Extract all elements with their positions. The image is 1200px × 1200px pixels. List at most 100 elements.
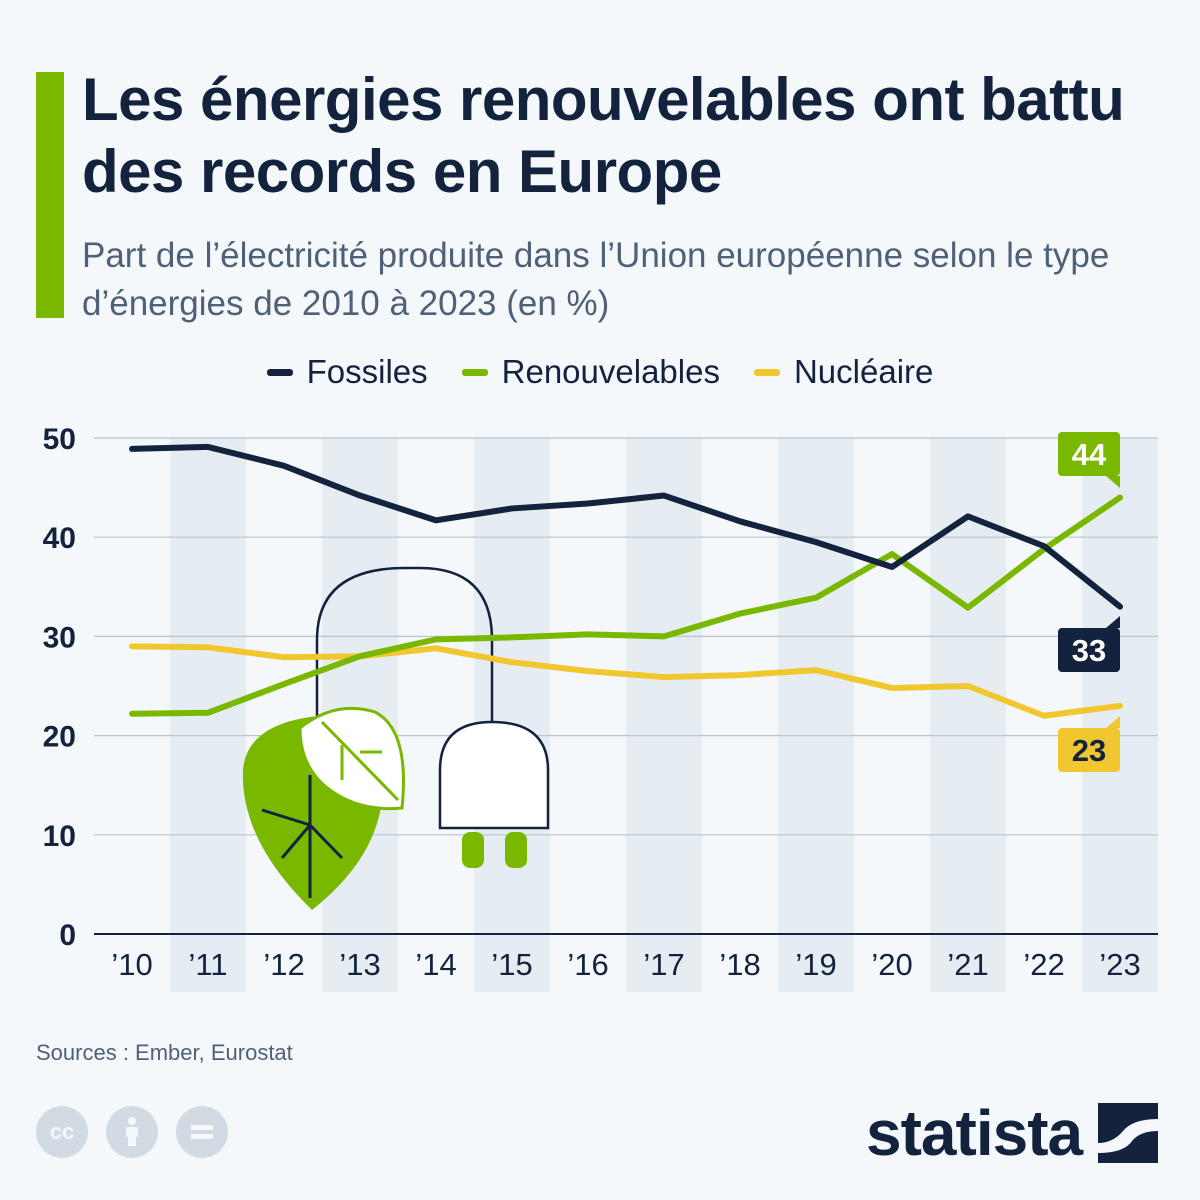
data-point: [663, 635, 665, 637]
legend: Fossiles Renouvelables Nucléaire: [0, 350, 1200, 394]
data-point: [283, 656, 285, 658]
series-line-1: [129, 494, 1123, 717]
data-point: [131, 448, 133, 450]
small-leaf-icon: [298, 706, 405, 811]
end-labels: 33 44 23: [1058, 432, 1120, 772]
leaf-veins-icon: [261, 775, 344, 898]
title-accent-bar: [36, 72, 64, 318]
x-tick-label: ’10: [111, 947, 152, 982]
chart-title: Les énergies renouvelables ont battu des…: [82, 66, 1125, 205]
source-note: Sources : Ember, Eurostat: [36, 1040, 293, 1065]
y-tick-label: 0: [59, 919, 76, 952]
data-point: [207, 712, 209, 714]
x-tick-label: ’16: [567, 947, 608, 982]
y-tick-label: 20: [43, 721, 76, 754]
y-tick-label: 40: [43, 522, 76, 555]
axis-labels: 0 10 20 30 40 50 ’10 ’11 ’12 ’13 ’14 ’15 ’16 ’17 ’18 ’1…: [43, 423, 1141, 982]
small-leaf-veins-icon: [320, 720, 400, 802]
data-point: [891, 687, 893, 689]
data-point: [511, 507, 513, 509]
legend-label-nucleaire: Nucléaire: [793, 353, 934, 390]
data-point: [207, 646, 209, 648]
data-point: [359, 495, 361, 497]
year-band: [930, 438, 1006, 992]
series-line-0: [129, 443, 1123, 610]
plug-icon: [438, 720, 550, 830]
year-band: [474, 438, 550, 992]
legend-item-fossiles: Fossiles: [266, 353, 428, 391]
legend-swatch-renouvelables: [461, 368, 488, 376]
data-point: [739, 613, 741, 615]
legend-label-fossiles: Fossiles: [306, 353, 428, 390]
statista-logo-icon: [1098, 1103, 1159, 1163]
end-label-pointer: [1106, 716, 1120, 728]
brand-name: statista: [866, 1097, 1083, 1169]
plug-prong-right-icon: [505, 832, 527, 868]
x-tick-label: ’13: [339, 947, 380, 982]
x-tick-label: ’17: [643, 947, 684, 982]
data-point: [359, 655, 361, 657]
data-point: [967, 607, 969, 609]
end-label-box: [1058, 728, 1120, 772]
data-point: [511, 661, 513, 663]
data-point: [663, 676, 665, 678]
end-label-pointer: [1106, 476, 1120, 488]
end-label-pointer: [1106, 616, 1120, 628]
y-tick-label: 10: [43, 820, 76, 853]
chart-subtitle: Part de l’électricité produite dans l’Un…: [82, 236, 1110, 323]
end-label-box: [1058, 432, 1120, 476]
data-point: [283, 465, 285, 467]
legend-swatch-nucleaire: [753, 368, 780, 376]
data-point: [815, 669, 817, 671]
x-tick-label: ’22: [1023, 947, 1064, 982]
plug-cable-icon: [315, 566, 494, 725]
data-point: [815, 597, 817, 599]
y-tick-label: 30: [43, 621, 76, 654]
data-point: [587, 670, 589, 672]
x-tick-label: ’11: [188, 947, 227, 982]
no-derivatives-icon[interactable]: [176, 1106, 228, 1158]
cc-icon[interactable]: cc: [36, 1106, 88, 1158]
data-point: [815, 541, 817, 543]
x-tick-label: ’14: [415, 947, 456, 982]
license-icons: cc: [36, 1106, 228, 1158]
data-point: [891, 553, 893, 555]
plug-prong-left-icon: [462, 832, 484, 868]
series-line-2: [129, 643, 1123, 719]
x-tick-label: ’18: [719, 947, 760, 982]
end-label-value: 33: [1072, 633, 1106, 668]
data-point: [587, 502, 589, 504]
data-point: [1043, 715, 1045, 717]
end-label-value: 44: [1072, 437, 1107, 472]
data-point: [587, 633, 589, 635]
x-tick-label: ’21: [947, 947, 988, 982]
data-point: [435, 519, 437, 521]
data-point: [1043, 545, 1045, 547]
x-tick-label: ’19: [795, 947, 836, 982]
year-band: [626, 438, 702, 992]
data-point: [1119, 606, 1121, 608]
year-band: [1082, 438, 1158, 992]
series-lines: [129, 443, 1123, 719]
data-point: [131, 713, 133, 715]
end-label-box: [1058, 628, 1120, 672]
year-bands: [170, 438, 1158, 992]
statista-logo[interactable]: statista: [866, 1096, 1159, 1170]
data-point: [663, 495, 665, 497]
attribution-icon[interactable]: [106, 1106, 158, 1158]
legend-item-nucleaire: Nucléaire: [753, 353, 934, 391]
x-tick-label: ’20: [871, 947, 912, 982]
data-point: [1119, 705, 1121, 707]
x-tick-label: ’23: [1099, 947, 1140, 982]
y-tick-label: 50: [43, 423, 76, 456]
legend-swatch-fossiles: [266, 368, 293, 376]
data-point: [511, 636, 513, 638]
data-point: [283, 683, 285, 685]
data-point: [435, 638, 437, 640]
data-point: [739, 674, 741, 676]
x-tick-label: ’12: [263, 947, 304, 982]
data-point: [739, 520, 741, 522]
data-point: [435, 647, 437, 649]
data-point: [891, 566, 893, 568]
